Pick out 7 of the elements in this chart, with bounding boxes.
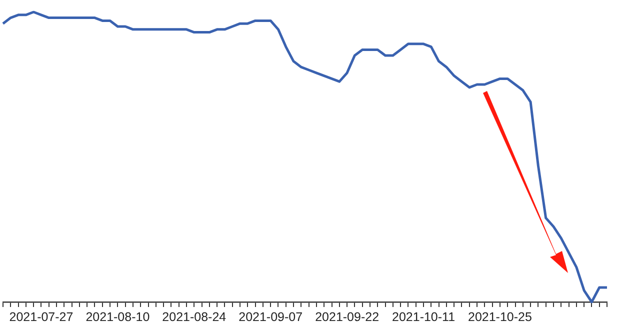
x-tick-label: 2021-10-11 — [392, 310, 456, 324]
x-tick-label: 2021-07-27 — [9, 310, 74, 324]
x-tick-label: 2021-09-07 — [238, 310, 303, 324]
x-tick-label: 2021-08-10 — [86, 310, 150, 324]
x-tick-label: 2021-08-24 — [162, 310, 226, 324]
x-tick-label: 2021-09-22 — [315, 310, 380, 324]
x-tick-label: 2021-10-25 — [468, 310, 532, 324]
